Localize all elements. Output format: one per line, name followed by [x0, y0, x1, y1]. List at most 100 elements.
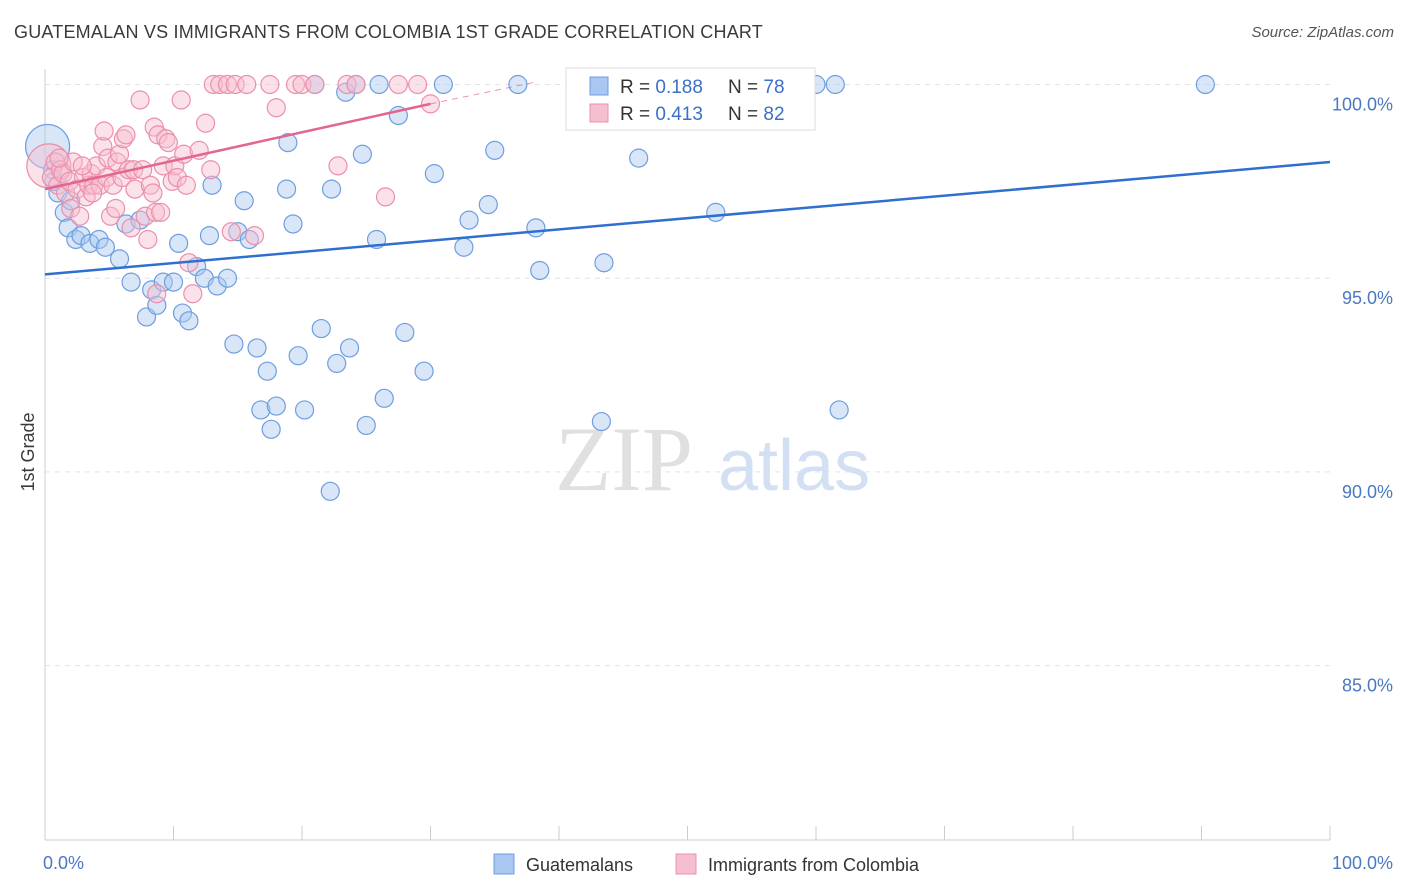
data-point [95, 237, 115, 257]
svg-text:R = 0.188: R = 0.188 [620, 77, 703, 98]
watermark-zip: ZIP [555, 408, 693, 510]
data-point [257, 361, 277, 381]
data-point [210, 74, 230, 95]
data-point [294, 400, 315, 420]
data-points [24, 74, 1215, 501]
data-point [459, 210, 479, 230]
data-point [221, 222, 241, 242]
chart-title: GUATEMALAN VS IMMIGRANTS FROM COLOMBIA 1… [14, 22, 763, 42]
data-point [202, 175, 222, 195]
n-value-colombia: 82 [763, 104, 784, 125]
data-point [142, 280, 162, 300]
data-point [135, 206, 155, 226]
source-credit: Source: ZipAtlas.com [1251, 24, 1394, 41]
data-point [93, 136, 113, 157]
data-point [251, 400, 271, 420]
data-point [336, 82, 356, 102]
data-point [629, 148, 649, 168]
legend-swatch-colombia [675, 853, 697, 875]
data-point [225, 74, 245, 95]
data-point [508, 74, 528, 95]
data-point [388, 74, 408, 95]
data-point [478, 195, 498, 215]
n-label-guatemalans: N = [728, 77, 763, 98]
data-point [276, 179, 297, 199]
r-value-colombia: 0.413 [655, 104, 703, 125]
data-point [109, 249, 130, 269]
data-point [125, 179, 145, 199]
data-point [116, 214, 136, 234]
data-point [163, 272, 184, 292]
data-point [234, 191, 254, 211]
data-point [107, 152, 127, 172]
legend-label-guatemalans: Guatemalans [526, 855, 633, 875]
y-tick-label: 95.0% [1342, 288, 1393, 308]
data-point [339, 338, 360, 358]
y-axis-label: 1st Grade [18, 412, 38, 491]
data-point [72, 156, 92, 176]
data-point [201, 160, 221, 180]
data-point [1195, 74, 1215, 95]
data-point [311, 318, 331, 339]
trend-line-guatemalans [44, 160, 1331, 276]
data-point [224, 334, 244, 354]
legend-swatch-guatemalans [493, 853, 515, 875]
data-point [328, 156, 348, 176]
stats-swatch-guatemalans [589, 76, 609, 96]
data-point [526, 218, 546, 238]
x-tick-label: 100.0% [1332, 853, 1393, 873]
data-point [283, 214, 303, 234]
n-label-colombia: N = [728, 104, 763, 125]
data-point [278, 133, 298, 153]
data-point [82, 183, 103, 203]
data-point [143, 183, 163, 203]
data-point [285, 74, 306, 95]
y-tick-label: 100.0% [1332, 94, 1393, 114]
data-point [147, 284, 167, 304]
data-point [706, 202, 726, 222]
data-point [825, 74, 845, 95]
data-point [121, 218, 141, 238]
data-point [305, 74, 325, 95]
data-point [183, 284, 203, 304]
data-point [261, 419, 281, 439]
data-point [169, 233, 189, 253]
data-point [369, 74, 389, 95]
data-point [172, 303, 193, 323]
data-point [266, 396, 286, 416]
r-value-guatemalans: 0.188 [655, 77, 703, 98]
data-point [199, 225, 220, 246]
data-point [327, 353, 347, 374]
data-point [374, 388, 394, 408]
stats-legend: R = 0.188 N = 78 R = 0.413 N = 82 [565, 67, 816, 131]
watermark: ZIP atlas [555, 408, 870, 510]
data-point [217, 268, 238, 288]
data-point [454, 237, 474, 257]
data-point [70, 206, 90, 226]
svg-text:R = 0.413: R = 0.413 [620, 104, 703, 125]
data-point [591, 411, 612, 432]
watermark-atlas: atlas [718, 426, 870, 506]
data-point [94, 121, 114, 141]
data-point [239, 229, 259, 250]
data-point [196, 113, 216, 133]
data-point [151, 202, 171, 222]
data-point [121, 272, 141, 292]
data-point [414, 361, 434, 381]
stats-swatch-colombia [589, 103, 609, 123]
data-point [176, 175, 196, 195]
y-tick-label: 90.0% [1342, 482, 1393, 502]
trend-line-colombia [44, 102, 431, 191]
n-value-guatemalans: 78 [763, 77, 784, 98]
data-point [320, 481, 340, 501]
data-point [116, 125, 136, 145]
data-point [260, 74, 280, 95]
data-point [207, 276, 227, 296]
data-point [485, 140, 505, 160]
data-point [247, 338, 267, 358]
data-point [321, 179, 342, 199]
data-point [109, 144, 130, 164]
data-point [237, 74, 257, 95]
data-point [433, 74, 453, 95]
